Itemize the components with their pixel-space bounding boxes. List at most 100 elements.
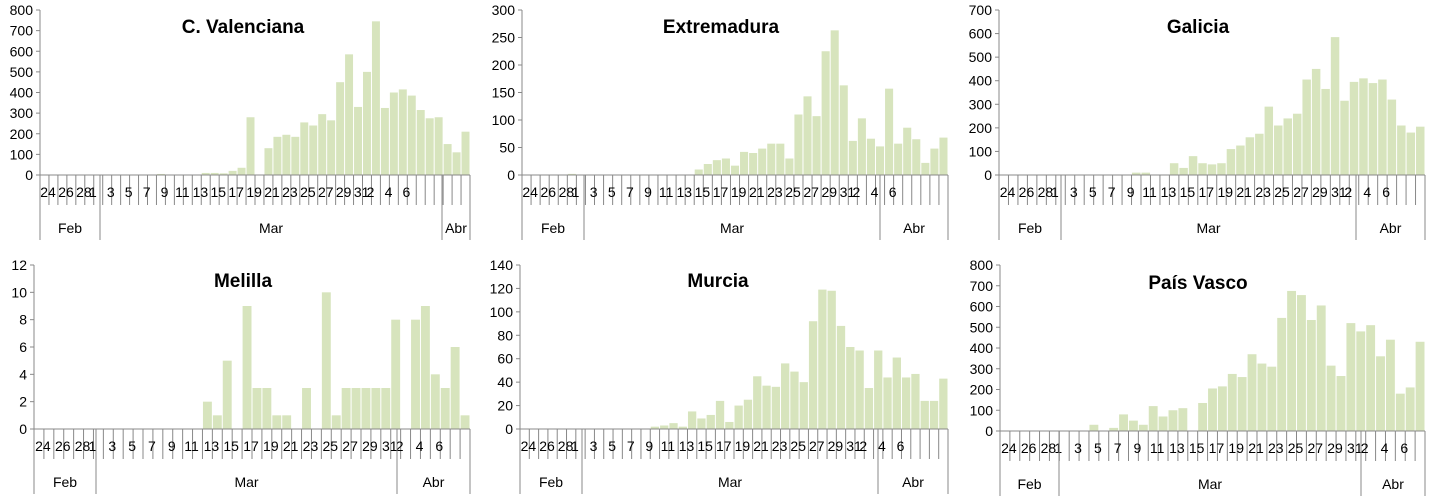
x-tick-label: 5: [128, 438, 136, 454]
bar: [1287, 290, 1297, 431]
bar: [210, 172, 219, 175]
bar: [1277, 317, 1287, 431]
x-tick-label: 24: [40, 184, 56, 200]
month-label: Abr: [1382, 476, 1404, 492]
month-label: Feb: [541, 220, 565, 236]
bar: [812, 116, 821, 175]
x-tick-label: 27: [318, 184, 334, 200]
bar: [749, 153, 758, 175]
bar: [1340, 100, 1349, 175]
bar: [929, 400, 939, 429]
x-tick-label: 31: [840, 184, 856, 200]
x-tick-label: 11: [661, 438, 676, 454]
bar: [1138, 424, 1148, 431]
bar: [1306, 319, 1316, 431]
bar: [740, 151, 749, 175]
bar: [687, 411, 697, 429]
bar: [721, 158, 730, 175]
x-tick-label: 25: [322, 438, 338, 454]
bar: [846, 347, 855, 429]
x-tick-label: 26: [58, 184, 74, 200]
x-tick-label: 21: [264, 184, 280, 200]
bar: [1349, 81, 1359, 175]
x-tick-label: 27: [803, 184, 819, 200]
y-tick-label: 150: [492, 85, 516, 101]
month-label: Mar: [1198, 476, 1222, 492]
x-tick-label: 24: [35, 438, 51, 454]
bar: [202, 401, 212, 429]
y-tick-label: 500: [969, 49, 993, 65]
x-tick-label: 11: [1150, 440, 1165, 456]
bar: [694, 169, 703, 175]
bar: [883, 377, 892, 429]
x-tick-label: 27: [809, 438, 825, 454]
y-tick-label: 300: [970, 361, 994, 377]
x-tick-label: 15: [210, 184, 226, 200]
month-label: Abr: [423, 474, 445, 490]
x-tick-label: 13: [679, 438, 695, 454]
bar: [318, 114, 327, 175]
x-tick-label: 24: [521, 438, 537, 454]
x-tick-label: 2: [396, 438, 404, 454]
bar: [450, 347, 460, 429]
x-tick-label: 4: [385, 184, 393, 200]
x-tick-label: 31: [1331, 184, 1347, 200]
bar: [1416, 126, 1425, 175]
x-tick-label: 11: [659, 184, 674, 200]
x-tick-label: 15: [1189, 440, 1205, 456]
y-tick-label: 10: [11, 284, 27, 300]
x-tick-label: 1: [571, 438, 579, 454]
y-tick-label: 2: [19, 394, 27, 410]
bar: [864, 388, 874, 429]
bar: [758, 148, 767, 175]
bar: [219, 173, 228, 175]
bar: [389, 92, 398, 175]
month-label: Mar: [718, 474, 742, 490]
x-tick-label: 9: [645, 438, 653, 454]
bar: [567, 173, 576, 175]
bar: [351, 388, 361, 429]
x-tick-label: 19: [1217, 184, 1233, 200]
y-tick-label: 200: [492, 57, 516, 73]
x-tick-label: 9: [644, 184, 652, 200]
bar: [1292, 113, 1302, 175]
x-tick-label: 3: [107, 184, 115, 200]
bar: [827, 290, 836, 429]
x-tick-label: 28: [75, 438, 91, 454]
x-tick-label: 7: [626, 184, 634, 200]
bar: [345, 54, 354, 176]
x-tick-label: 17: [228, 184, 244, 200]
y-tick-label: 500: [10, 64, 34, 80]
bar: [272, 415, 282, 429]
y-tick-label: 0: [985, 423, 993, 439]
x-tick-label: 13: [1161, 184, 1177, 200]
x-tick-label: 25: [1288, 440, 1304, 456]
bar: [1267, 366, 1277, 431]
x-tick-label: 9: [1133, 440, 1141, 456]
bar: [327, 120, 336, 175]
x-tick-label: 11: [1142, 184, 1157, 200]
month-label: Feb: [539, 474, 563, 490]
bar: [734, 405, 743, 429]
bar: [371, 21, 380, 176]
bar: [1330, 37, 1340, 175]
y-tick-label: 100: [492, 112, 516, 128]
y-tick-label: 20: [497, 398, 513, 414]
x-tick-label: 17: [243, 438, 259, 454]
bar: [228, 170, 237, 176]
y-tick-label: 140: [490, 257, 514, 273]
bar: [650, 426, 660, 429]
bar: [282, 415, 292, 429]
chart-title: C. Valenciana: [182, 17, 305, 38]
bar: [830, 30, 839, 175]
bar: [912, 139, 921, 175]
y-tick-label: 120: [490, 280, 514, 296]
bar: [212, 415, 222, 429]
bar: [1255, 133, 1264, 175]
bar: [371, 388, 381, 429]
x-tick-label: 3: [590, 438, 598, 454]
bar: [381, 388, 391, 429]
y-tick-label: 0: [984, 167, 992, 183]
bar: [246, 117, 255, 175]
bar: [1257, 363, 1267, 431]
